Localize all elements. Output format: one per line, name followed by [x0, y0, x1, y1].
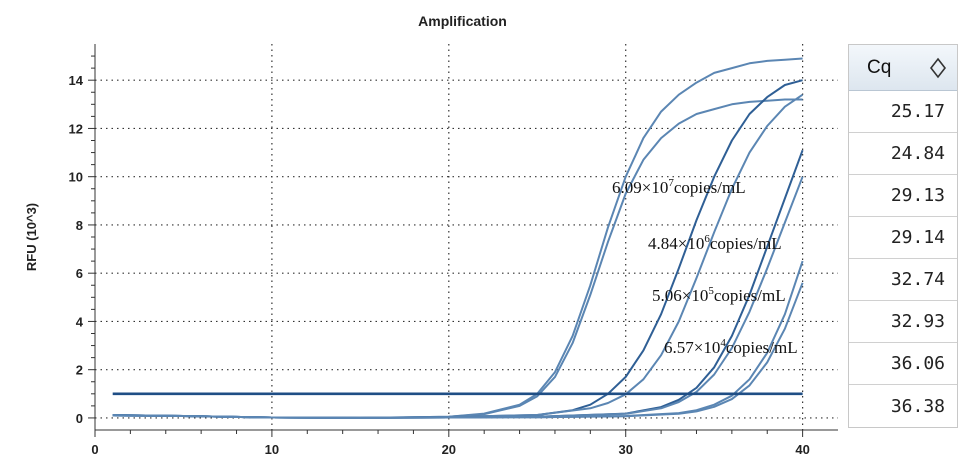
y-tick-label: 0 [76, 411, 83, 426]
x-tick-label: 0 [91, 442, 98, 457]
x-tick-label: 10 [265, 442, 279, 457]
y-axis-label: RFU (10^3) [24, 203, 39, 271]
concentration-mantissa: 5.06×10 [652, 286, 708, 305]
x-tick-label: 30 [618, 442, 632, 457]
y-tick-label: 12 [69, 121, 83, 136]
diamond-sort-icon[interactable] [929, 57, 947, 79]
amplification-curves [112, 57, 804, 419]
axis-ticks [88, 55, 804, 437]
gridlines [95, 44, 838, 430]
x-tick-label: 40 [795, 442, 809, 457]
x-tick-label: 20 [442, 442, 456, 457]
concentration-label: 5.06×105copies/mL [652, 285, 786, 305]
y-tick-label: 8 [76, 218, 83, 233]
cq-row[interactable]: 32.93 [849, 301, 957, 343]
cq-panel: Cq 25.17 24.84 29.13 29.14 32.74 32.93 3… [848, 44, 958, 428]
amplification-chart-svg: Amplification 0 10 20 30 40 0 2 4 6 8 10 12 14 RFU (10… [24, 13, 838, 457]
concentration-exponent: 4 [720, 337, 726, 349]
cq-header-label: Cq [867, 56, 892, 78]
cq-column-header[interactable]: Cq [849, 45, 957, 91]
cq-row[interactable]: 36.06 [849, 343, 957, 385]
concentration-unit: copies/mL [726, 338, 798, 357]
concentration-exponent: 6 [704, 233, 710, 245]
amplification-chart: Amplification 0 10 20 30 40 0 2 4 6 8 10 12 14 RFU (10… [24, 13, 838, 457]
y-tick-label: 2 [76, 363, 83, 378]
y-tick-label: 6 [76, 266, 83, 281]
y-tick-label: 4 [76, 314, 84, 329]
cq-row[interactable]: 32.74 [849, 259, 957, 301]
y-tick-label: 14 [69, 73, 84, 88]
concentration-mantissa: 6.09×10 [612, 178, 668, 197]
cq-row[interactable]: 29.13 [849, 175, 957, 217]
cq-row[interactable]: 36.38 [890, 395, 945, 417]
concentration-exponent: 5 [708, 285, 714, 297]
concentration-label: 4.84×106copies/mL [648, 233, 782, 253]
cq-row[interactable]: 25.17 [849, 91, 957, 133]
concentration-unit: copies/mL [714, 286, 786, 305]
concentration-mantissa: 6.57×10 [664, 338, 720, 357]
concentration-label: 6.09×107copies/mL [612, 177, 746, 197]
concentration-exponent: 7 [668, 177, 674, 189]
concentration-label: 6.57×104copies/mL [664, 337, 798, 357]
chart-title: Amplification [418, 13, 507, 29]
y-tick-label: 10 [69, 170, 83, 185]
concentration-unit: copies/mL [674, 178, 746, 197]
cq-row[interactable]: 29.14 [849, 217, 957, 259]
concentration-unit: copies/mL [710, 234, 782, 253]
concentration-mantissa: 4.84×10 [648, 234, 704, 253]
cq-row[interactable]: 24.84 [849, 133, 957, 175]
amplification-curve [112, 282, 804, 419]
